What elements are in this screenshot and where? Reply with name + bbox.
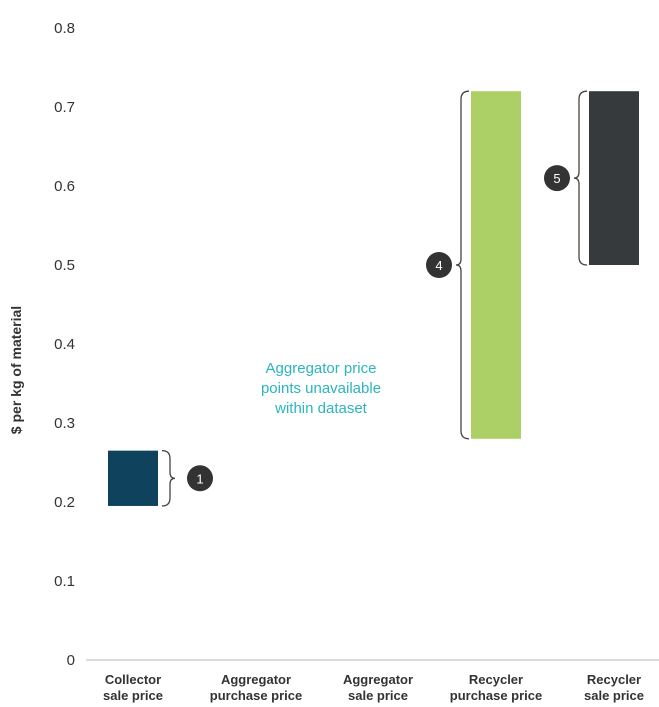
x-category-label: Collector sale price	[103, 672, 163, 703]
annotation-line: points unavailable	[261, 380, 381, 397]
range-bar	[589, 91, 639, 265]
x-category-label-line: sale price	[348, 688, 408, 703]
x-category-label: Aggregator sale price	[343, 672, 413, 703]
range-brace	[573, 90, 588, 266]
annotation-line: Aggregator price	[266, 360, 377, 377]
y-tick-label: 0.8	[54, 20, 75, 37]
y-tick-label: 0.6	[54, 178, 75, 195]
unavailable-annotation: Aggregator price points unavailable within…	[261, 360, 381, 417]
x-category-label-line: sale price	[103, 688, 163, 703]
y-axis-label: $ per kg of material	[8, 306, 24, 434]
x-category-label-line: Recycler	[587, 672, 641, 687]
range-bar	[471, 91, 521, 439]
y-tick-label: 0.7	[54, 99, 75, 116]
badge-number: 5	[553, 171, 560, 186]
range-bar	[108, 450, 158, 506]
badge-circle	[426, 252, 452, 278]
x-category-label: Recycler purchase price	[450, 672, 543, 703]
x-category-label: Recycler sale price	[584, 672, 644, 703]
annotation-line: within dataset	[274, 400, 368, 417]
y-tick-label: 0.1	[54, 573, 75, 590]
badge-number: 4	[435, 258, 442, 273]
range-bars: 1 4 5	[108, 90, 639, 507]
x-category-label-line: sale price	[584, 688, 644, 703]
x-category-label-line: Aggregator	[221, 672, 291, 687]
x-category-label-line: Collector	[105, 672, 161, 687]
x-category-label: Aggregator purchase price	[210, 672, 303, 703]
x-category-label-line: purchase price	[450, 688, 543, 703]
x-category-label-line: Recycler	[469, 672, 523, 687]
y-tick-label: 0	[67, 652, 75, 669]
badge-circle	[187, 465, 213, 492]
y-tick-label: 0.4	[54, 336, 75, 353]
y-axis-ticks: 0 0.1 0.2 0.3 0.4 0.5 0.6 0.7 0.8	[54, 20, 75, 669]
y-tick-label: 0.5	[54, 257, 75, 274]
y-tick-label: 0.2	[54, 494, 75, 511]
y-tick-label: 0.3	[54, 415, 75, 432]
x-category-label-line: purchase price	[210, 688, 303, 703]
range-brace	[161, 450, 176, 507]
badge-circle	[544, 165, 570, 192]
badge-number: 1	[196, 471, 203, 486]
range-brace	[455, 90, 470, 440]
x-category-label-line: Aggregator	[343, 672, 413, 687]
